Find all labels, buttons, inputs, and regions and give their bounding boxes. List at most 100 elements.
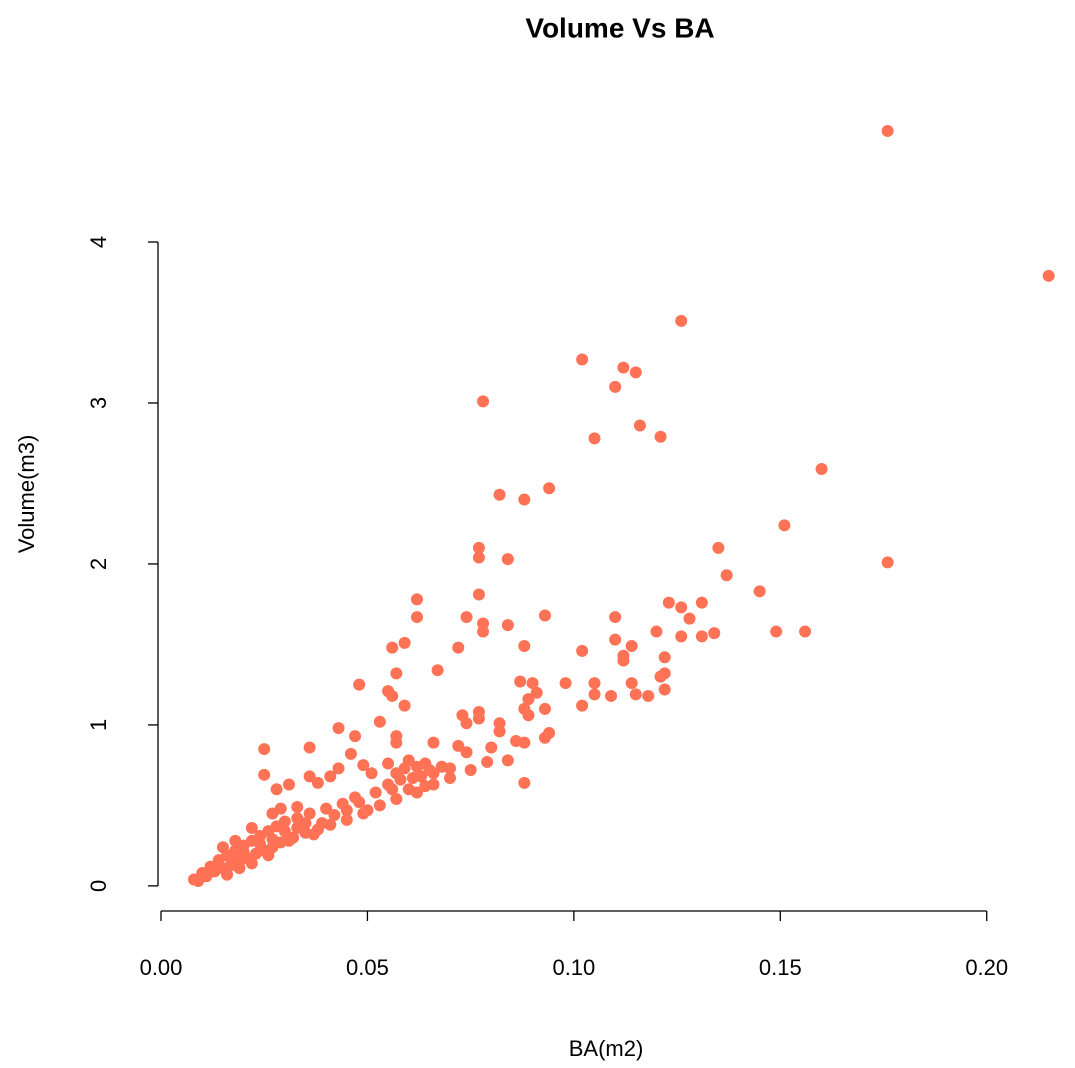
point <box>522 693 535 706</box>
point <box>410 760 423 773</box>
point <box>262 849 275 862</box>
point <box>629 688 642 701</box>
point <box>605 689 618 702</box>
point <box>460 717 473 730</box>
point <box>278 825 291 838</box>
point <box>303 770 316 783</box>
point <box>254 838 267 851</box>
point <box>588 432 601 445</box>
point <box>398 762 411 775</box>
point <box>410 786 423 799</box>
point <box>501 619 514 632</box>
point <box>386 641 399 654</box>
point <box>695 596 708 609</box>
point <box>390 736 403 749</box>
point <box>493 488 506 501</box>
point <box>212 858 225 871</box>
point <box>233 862 246 875</box>
point <box>361 804 374 817</box>
point <box>576 644 589 657</box>
point <box>617 361 630 374</box>
point <box>390 792 403 805</box>
point <box>675 630 688 643</box>
point <box>881 124 894 137</box>
point <box>675 601 688 614</box>
point <box>493 725 506 738</box>
point <box>518 640 531 653</box>
point <box>258 743 271 756</box>
y-tick-label: 0 <box>86 880 111 892</box>
point <box>353 678 366 691</box>
point <box>642 689 655 702</box>
x-tick-label: 0.00 <box>140 955 183 980</box>
point <box>386 783 399 796</box>
point <box>485 741 498 754</box>
x-axis-label: BA(m2) <box>569 1036 644 1061</box>
point <box>654 430 667 443</box>
point <box>472 551 485 564</box>
x-tick-label: 0.10 <box>552 955 595 980</box>
point <box>349 730 362 743</box>
point <box>538 731 551 744</box>
point <box>452 739 465 752</box>
point <box>307 828 320 841</box>
point <box>344 747 357 760</box>
point <box>382 757 395 770</box>
point <box>340 813 353 826</box>
point <box>662 596 675 609</box>
point <box>258 768 271 781</box>
point <box>881 556 894 569</box>
point <box>770 625 783 638</box>
point <box>538 609 551 622</box>
y-tick-label: 2 <box>86 558 111 570</box>
point <box>522 709 535 722</box>
point <box>328 809 341 822</box>
point <box>815 462 828 475</box>
point <box>720 569 733 582</box>
point <box>270 783 283 796</box>
point <box>225 852 238 865</box>
point <box>423 763 436 776</box>
point <box>559 677 572 690</box>
point <box>266 833 279 846</box>
point <box>237 846 250 859</box>
point <box>650 625 663 638</box>
point <box>365 767 378 780</box>
point <box>332 722 345 735</box>
point <box>778 519 791 532</box>
x-tick-label: 0.15 <box>759 955 802 980</box>
point <box>510 735 523 748</box>
point <box>609 633 622 646</box>
point <box>419 780 432 793</box>
point <box>530 686 543 699</box>
point <box>658 683 671 696</box>
y-axis-label: Volume(m3) <box>14 435 39 554</box>
point <box>695 630 708 643</box>
point <box>472 712 485 725</box>
point <box>435 760 448 773</box>
point <box>245 857 258 870</box>
point <box>477 395 490 408</box>
point <box>353 796 366 809</box>
x-tick-label: 0.05 <box>346 955 389 980</box>
point <box>799 625 812 638</box>
point <box>472 541 485 554</box>
point <box>427 736 440 749</box>
point <box>216 841 229 854</box>
point <box>291 821 304 834</box>
point <box>431 664 444 677</box>
point <box>386 689 399 702</box>
point <box>518 493 531 506</box>
point <box>452 641 465 654</box>
point <box>625 640 638 653</box>
y-tick-label: 1 <box>86 719 111 731</box>
point <box>477 625 490 638</box>
point <box>588 677 601 690</box>
point <box>221 868 234 881</box>
point <box>398 699 411 712</box>
point <box>291 801 304 814</box>
point <box>481 755 494 768</box>
point <box>712 541 725 554</box>
point <box>410 593 423 606</box>
